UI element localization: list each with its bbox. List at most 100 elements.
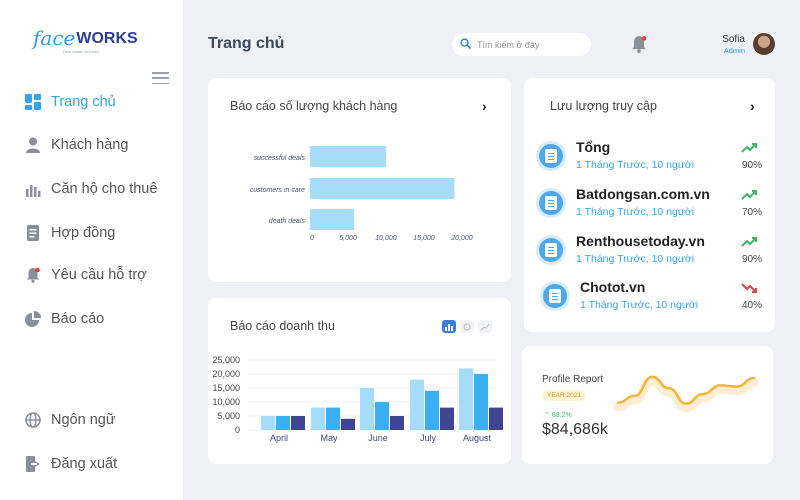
logo-tagline: Real estate services: [63, 49, 100, 54]
x-tick-label: 20,000: [450, 235, 473, 242]
bar: [459, 368, 473, 430]
logo[interactable]: face WORKS Real estate services: [33, 28, 138, 54]
y-tick-label: 10,000: [212, 397, 240, 407]
revenue-bar-chart: 25,000 20,000 15,000 10,000 5,000 0 April May Ju…: [212, 355, 503, 443]
revenue-report-card: Báo cáo doanh thu 25,000 20,000 15,000 10,0…: [208, 298, 511, 464]
sidebar-item-contracts[interactable]: Hợp đồng: [25, 221, 115, 245]
profile-value: $84,686k: [542, 421, 608, 438]
sidebar-item-label: Trang chủ: [51, 94, 116, 110]
y-tick-label: 15,000: [212, 383, 240, 393]
sidebar: face WORKS Real estate services Trang ch…: [0, 0, 183, 500]
sidebar-item-logout[interactable]: Đăng xuất: [25, 452, 117, 476]
bar: [440, 407, 454, 430]
sidebar-item-customers[interactable]: Khách hàng: [25, 133, 128, 157]
category-label: death deals: [269, 218, 306, 225]
traffic-source-name: Tổng: [576, 139, 611, 155]
traffic-item-batdongsan[interactable]: Batdongsan.com.vn 1 Tháng Trước, 10 ngườ…: [536, 186, 766, 226]
y-tick-label: 5,000: [217, 411, 240, 421]
sidebar-item-apartments[interactable]: Căn hộ cho thuê: [25, 177, 157, 201]
bar: [474, 374, 488, 430]
y-tick-label: 0: [235, 425, 240, 435]
sidebar-item-label: Hợp đồng: [51, 225, 116, 241]
traffic-source-sub: 1 Tháng Trước, 10 người: [576, 206, 695, 218]
y-tick-label: 20,000: [212, 369, 240, 379]
x-tick-label: August: [463, 433, 492, 443]
document-icon: [25, 225, 41, 241]
logo-works: WORKS: [76, 30, 138, 47]
x-tick-label: June: [368, 433, 388, 443]
traffic-item-chotot[interactable]: Chotot.vn 1 Tháng Trước, 10 người 40%: [540, 279, 770, 319]
traffic-source-name: Chotot.vn: [580, 279, 646, 295]
line-chart-toggle-icon[interactable]: [478, 320, 492, 333]
bar: [375, 402, 389, 430]
bar: [425, 390, 439, 430]
arrow-up-icon: ⌃: [544, 412, 550, 419]
bar: [311, 407, 325, 430]
series-line: [616, 375, 756, 405]
sidebar-item-language[interactable]: Ngôn ngữ: [25, 408, 116, 432]
traffic-item-total[interactable]: Tổng 1 Tháng Trước, 10 người 90%: [536, 139, 766, 179]
traffic-percent: 90%: [742, 160, 763, 171]
bar: [310, 178, 455, 199]
search-icon: [460, 36, 471, 54]
pie-chart-toggle-icon[interactable]: [460, 320, 474, 333]
chevron-right-icon[interactable]: ›: [482, 98, 487, 114]
avatar[interactable]: [753, 33, 775, 55]
user-name[interactable]: Sofia: [722, 34, 745, 45]
menu-toggle-icon[interactable]: [152, 72, 169, 84]
sidebar-item-label: Căn hộ cho thuê: [51, 181, 158, 197]
x-tick-label: April: [270, 433, 288, 443]
customer-report-card: Báo cáo số lượng khách hàng › successful…: [208, 78, 511, 282]
user-icon: [25, 137, 41, 153]
y-tick-label: 25,000: [212, 355, 240, 365]
bar-chart-toggle-icon[interactable]: [442, 320, 456, 333]
bar: [310, 146, 386, 167]
change-value: 68.2%: [551, 412, 572, 419]
page-title: Trang chủ: [208, 35, 285, 52]
x-tick-label: 5,000: [339, 235, 357, 242]
bell-icon: [25, 267, 41, 283]
x-tick-label: 10,000: [375, 235, 397, 242]
traffic-source-sub: 1 Tháng Trước, 10 người: [576, 253, 695, 265]
bar: [276, 416, 290, 430]
category-label: successful deals: [254, 155, 306, 162]
sidebar-item-label: Yêu cầu hỗ trợ: [51, 267, 147, 283]
search-input[interactable]: [477, 39, 587, 50]
card-title: Lưu lượng truy cập: [550, 99, 657, 113]
bar: [261, 416, 275, 430]
bar-chart-icon: [25, 181, 41, 197]
document-icon: [540, 281, 570, 311]
traffic-percent: 40%: [742, 300, 763, 311]
line-shadow: [613, 376, 759, 413]
search-box[interactable]: [452, 33, 591, 56]
trend-up-icon: [741, 235, 757, 250]
sidebar-item-label: Ngôn ngữ: [51, 412, 116, 428]
sidebar-item-label: Đăng xuất: [51, 456, 118, 472]
trend-up-icon: [741, 188, 757, 203]
card-title: Báo cáo doanh thu: [230, 319, 335, 333]
card-title: Báo cáo số lượng khách hàng: [230, 99, 398, 113]
globe-icon: [25, 412, 41, 428]
sidebar-item-support[interactable]: Yêu cầu hỗ trợ: [25, 263, 147, 287]
bar: [410, 379, 424, 430]
notification-bell-icon[interactable]: [630, 35, 648, 53]
chevron-right-icon[interactable]: ›: [750, 98, 755, 114]
bar: [390, 416, 404, 430]
bar: [341, 418, 355, 430]
traffic-item-renthousetoday[interactable]: Renthousetoday.vn 1 Tháng Trước, 10 ngườ…: [536, 233, 766, 273]
year-badge: YEAR 2021: [542, 390, 586, 401]
traffic-source-name: Batdongsan.com.vn: [576, 186, 710, 202]
sidebar-item-home[interactable]: Trang chủ: [25, 90, 116, 114]
trend-up-icon: [741, 141, 757, 156]
sidebar-item-reports[interactable]: Báo cáo: [25, 307, 104, 331]
trend-down-icon: [741, 281, 757, 296]
profile-line-chart: [613, 375, 759, 413]
profile-report-card: Profile Report YEAR 2021 ⌃ 68.2% $84,686…: [522, 346, 773, 464]
x-tick-label: 15,000: [413, 235, 435, 242]
x-tick-label: July: [420, 433, 437, 443]
traffic-percent: 90%: [742, 254, 763, 265]
dashboard-icon: [25, 94, 41, 110]
sidebar-item-label: Khách hàng: [51, 137, 129, 153]
bar: [489, 407, 503, 430]
traffic-source-sub: 1 Tháng Trước, 10 người: [580, 299, 699, 311]
